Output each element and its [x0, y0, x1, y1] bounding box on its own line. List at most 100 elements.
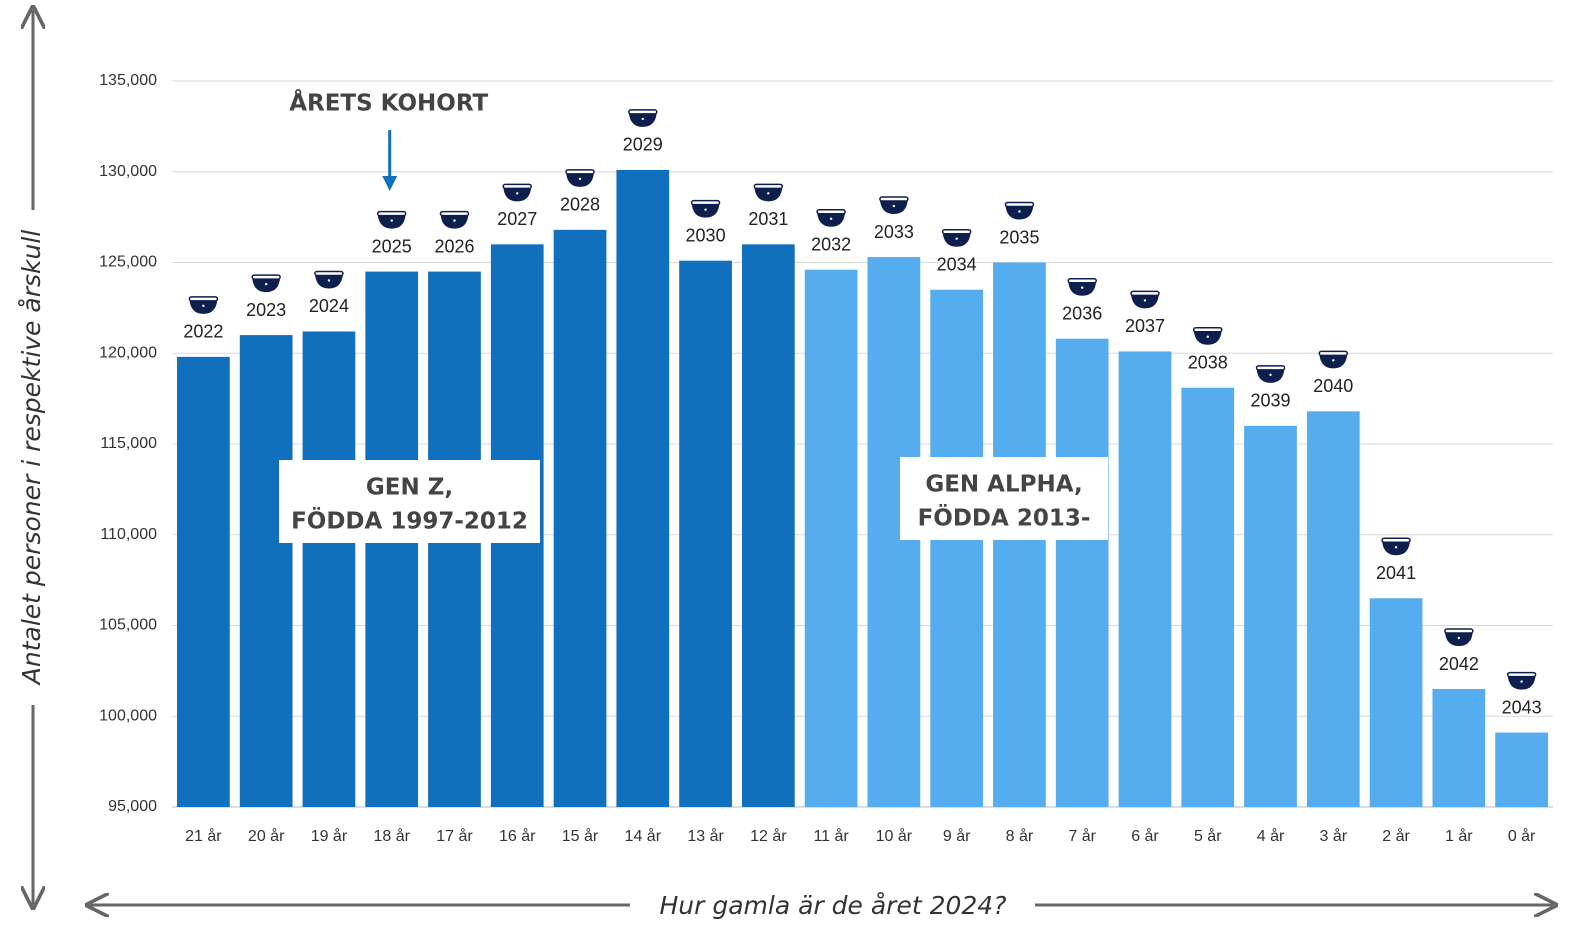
cap-band — [188, 296, 219, 302]
y-tick-label: 120,000 — [99, 344, 157, 361]
cap-band — [879, 196, 909, 202]
bar-label: 2035 — [999, 227, 1039, 247]
bar-label: 2042 — [1439, 654, 1479, 674]
cap-band — [439, 210, 470, 217]
y-tick-label: 125,000 — [99, 254, 157, 271]
cap-band — [251, 274, 281, 280]
annotation: GEN ALPHA, — [925, 472, 1082, 498]
bar-label: 2039 — [1250, 391, 1290, 411]
cap-band — [376, 210, 407, 217]
cap-band — [502, 183, 532, 190]
cap-dot — [390, 219, 393, 222]
cap-band — [1506, 671, 1537, 678]
x-tick-label: 6 år — [1131, 827, 1159, 845]
cap-dot — [516, 192, 519, 195]
bar-label: 2033 — [874, 222, 914, 242]
bar-label: 2037 — [1125, 316, 1165, 336]
x-axis-title: Hur gamla är de året 2024? — [660, 891, 1007, 920]
cap-band — [941, 228, 972, 235]
cap-dot — [327, 279, 331, 282]
bar-label: 2023 — [246, 300, 286, 320]
x-tick-label: 15 år — [562, 827, 599, 845]
y-tick-label: 110,000 — [100, 526, 157, 543]
bar — [1495, 732, 1548, 807]
bar-label: 2038 — [1188, 352, 1228, 372]
bar — [1306, 411, 1360, 807]
annotation: FÖDDA 1997-2012 — [291, 507, 528, 535]
x-tick-label: 14 år — [625, 827, 662, 845]
bar-label: 2031 — [748, 209, 788, 229]
bar-label: 2027 — [497, 209, 537, 229]
cap-band — [1067, 277, 1097, 284]
x-tick-label: 7 år — [1068, 827, 1096, 845]
x-tick-label: 16 år — [499, 827, 536, 845]
x-tick-label: 0 år — [1508, 827, 1536, 845]
cap-dot — [1394, 546, 1398, 549]
x-tick-label: 17 år — [436, 827, 473, 845]
bar — [1118, 351, 1172, 807]
cap-dot — [1269, 373, 1272, 377]
bar — [302, 331, 356, 807]
x-tick-label: 4 år — [1257, 827, 1285, 845]
x-tick-label: 2 år — [1382, 827, 1410, 845]
cap-dot — [1457, 636, 1461, 640]
x-tick-label: 10 år — [876, 827, 913, 845]
bar — [553, 229, 607, 807]
cap-dot — [1081, 286, 1084, 289]
bar-label: 2026 — [434, 236, 474, 256]
bar — [930, 289, 984, 808]
bar — [1244, 425, 1297, 807]
y-tick-label: 100,000 — [99, 707, 157, 724]
x-tick-label: 11 år — [813, 827, 849, 845]
bar-label: 2028 — [560, 195, 600, 215]
bar — [1369, 598, 1423, 807]
bar-label: 2043 — [1502, 697, 1542, 717]
bar-label: 2025 — [372, 236, 412, 256]
cap-dot — [1143, 299, 1147, 302]
bar-label: 2022 — [183, 322, 223, 342]
x-tick-label: 5 år — [1194, 827, 1222, 845]
bar — [741, 244, 795, 808]
bar-label: 2024 — [309, 296, 349, 316]
cap-band — [816, 209, 846, 215]
cap-dot — [1018, 210, 1021, 213]
bar — [239, 335, 293, 807]
x-tick-label: 20 år — [248, 827, 285, 845]
cap-band — [690, 199, 721, 206]
cap-dot — [453, 219, 456, 222]
annotation: ÅRETS KOHORT — [289, 89, 488, 117]
bar-label: 2036 — [1062, 303, 1102, 323]
cap-band — [1444, 628, 1474, 634]
cap-dot — [1332, 359, 1335, 362]
cap-band — [1318, 350, 1349, 357]
cap-dot — [578, 177, 582, 181]
bar — [679, 260, 732, 807]
x-tick-label: 3 år — [1320, 827, 1348, 845]
bar — [616, 169, 670, 807]
cap-dot — [955, 237, 958, 240]
bar-label: 2029 — [623, 135, 663, 155]
cap-band — [1004, 201, 1035, 208]
cap-dot — [641, 117, 644, 121]
x-tick-label: 18 år — [373, 827, 410, 845]
cap-dot — [1206, 335, 1209, 338]
bar — [177, 356, 230, 807]
cap-dot — [264, 282, 268, 286]
x-tick-label: 1 år — [1445, 827, 1473, 845]
cap-dot — [202, 304, 205, 308]
x-tick-label: 13 år — [687, 827, 724, 845]
bar — [804, 269, 858, 807]
bar-label: 2030 — [686, 225, 726, 245]
bar-label: 2040 — [1313, 376, 1353, 396]
annotation: FÖDDA 2013- — [918, 504, 1091, 532]
x-tick-label: 21 år — [185, 827, 222, 845]
cap-band — [1381, 537, 1411, 544]
y-tick-label: 95,000 — [108, 798, 157, 815]
bar — [1432, 689, 1486, 807]
y-tick-label: 105,000 — [99, 617, 157, 634]
annotation-box — [279, 460, 540, 543]
cap-band — [628, 109, 658, 115]
bar-label: 2034 — [937, 254, 977, 274]
cap-band — [314, 270, 344, 277]
bar — [1181, 387, 1235, 807]
